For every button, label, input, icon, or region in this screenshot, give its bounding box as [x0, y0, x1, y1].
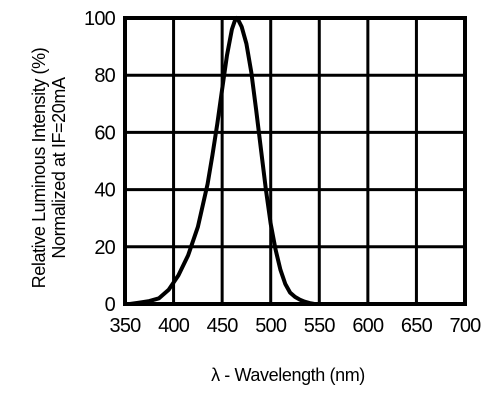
y-axis-label: Relative Luminous Intensity (%) Normaliz… — [29, 48, 69, 289]
x-axis-label: λ - Wavelength (nm) — [211, 365, 365, 385]
x-tick-label-600: 600 — [352, 315, 384, 337]
x-tick-label-350: 350 — [110, 315, 142, 337]
plot-frame — [123, 16, 467, 306]
y-tick-label-40: 40 — [94, 180, 115, 202]
x-tick-label-400: 400 — [158, 315, 190, 337]
x-tick-label-650: 650 — [401, 315, 433, 337]
grid — [123, 16, 467, 306]
y-tick-label-20: 20 — [94, 237, 115, 259]
series-layer — [127, 16, 322, 306]
y-tick-label-80: 80 — [94, 65, 115, 87]
tick-labels: 350 400 450 500 550 600 650 700 0 20 40 60 80 100 — [84, 8, 482, 337]
x-tick-label-500: 500 — [255, 315, 287, 337]
y-tick-label-60: 60 — [94, 122, 115, 144]
y-tick-label-0: 0 — [105, 294, 116, 316]
x-tick-label-700: 700 — [450, 315, 482, 337]
series-line-0 — [127, 16, 322, 306]
y-axis-label-line-1: Relative Luminous Intensity (%) — [29, 48, 49, 289]
x-tick-label-550: 550 — [304, 315, 336, 337]
x-tick-label-450: 450 — [207, 315, 239, 337]
y-axis-label-line-2: Normalized at IF=20mA — [49, 77, 69, 259]
y-tick-label-100: 100 — [84, 8, 116, 30]
